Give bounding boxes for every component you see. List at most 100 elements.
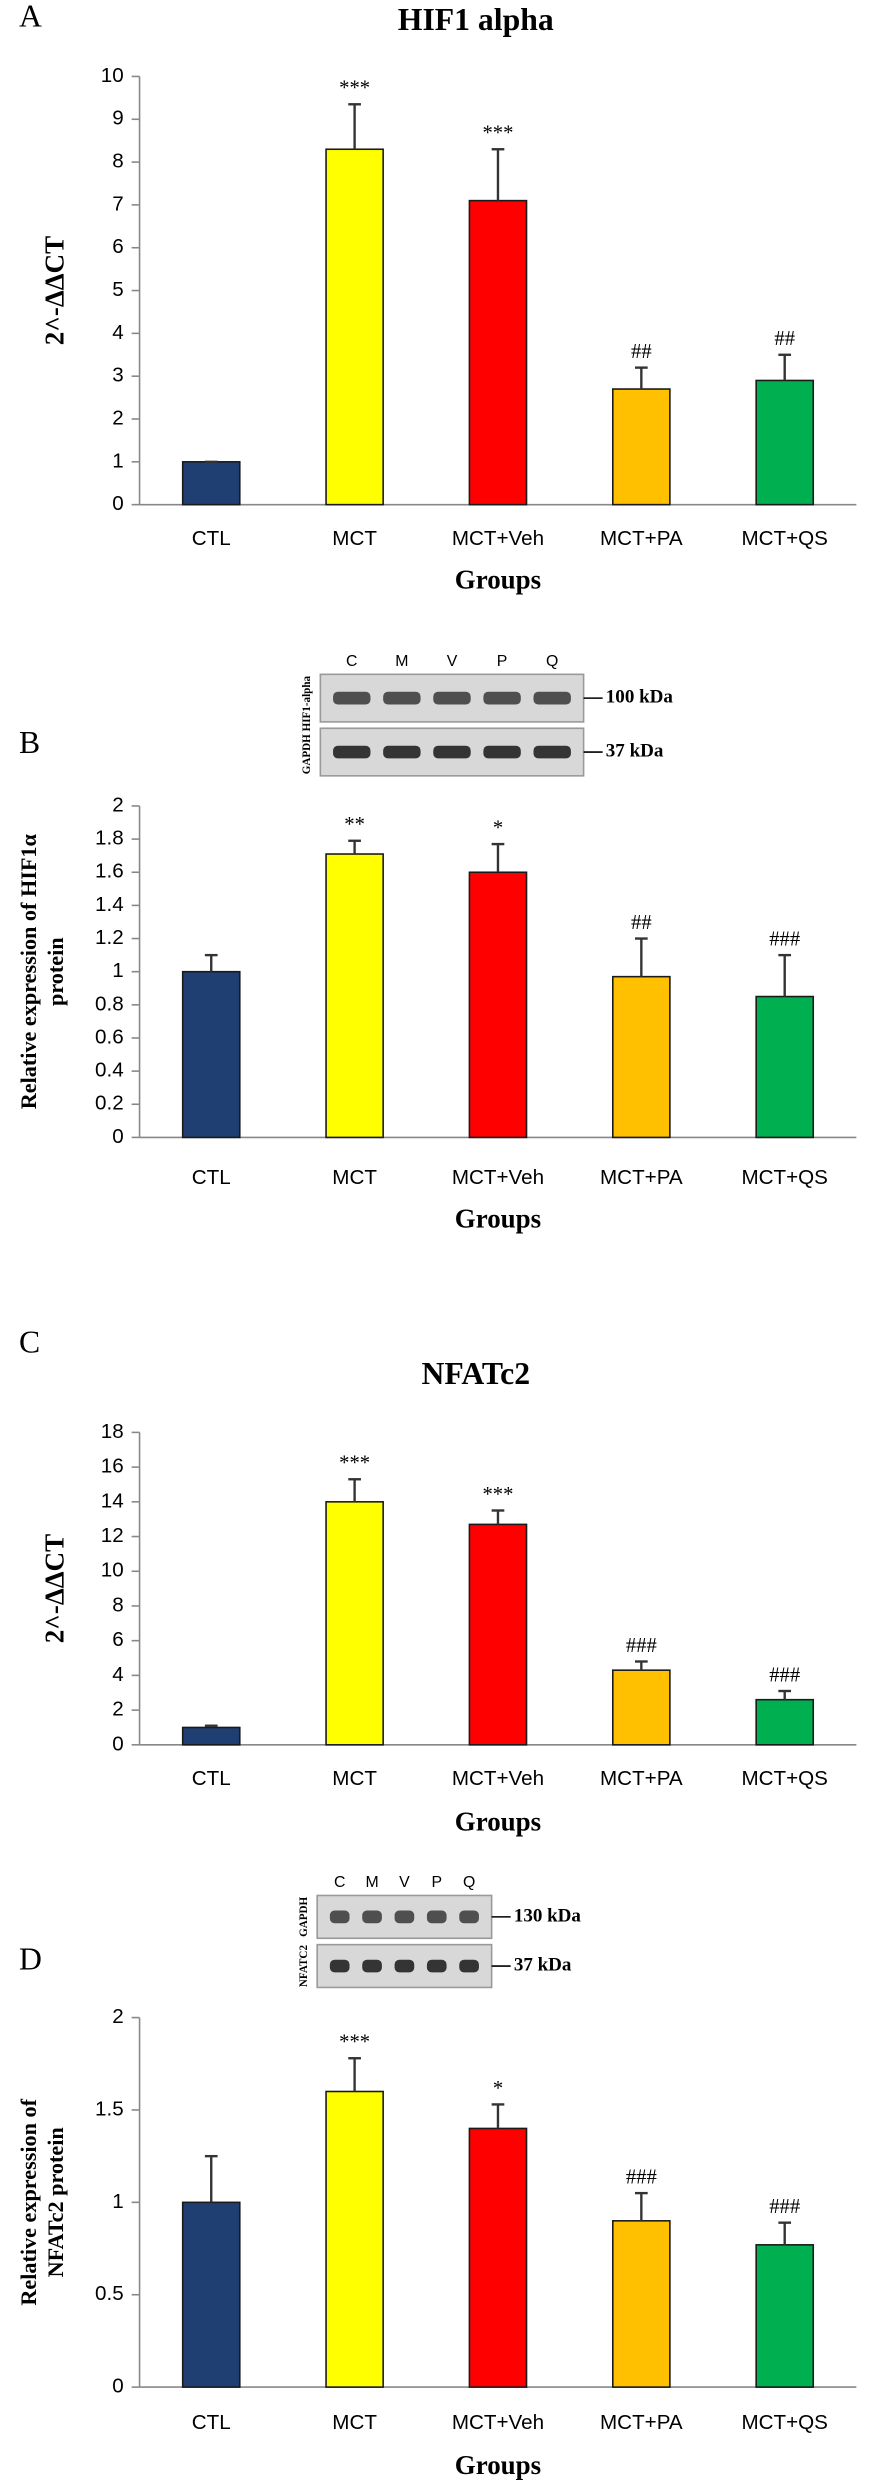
blot-band — [362, 1959, 382, 1973]
y-tick-label: 6 — [112, 235, 123, 258]
significance-label: ### — [626, 2167, 657, 2189]
chart-title: NFATc2 — [421, 1356, 530, 1391]
bar — [755, 379, 815, 506]
y-tick-label: 5 — [112, 278, 123, 301]
significance-label: * — [493, 818, 503, 840]
significance-label: *** — [339, 78, 370, 100]
blot-band — [333, 691, 371, 705]
error-bar — [491, 148, 505, 201]
y-tick-label: 0 — [112, 492, 123, 515]
bar — [755, 1698, 815, 1746]
y-tick-label: 0.2 — [95, 1092, 124, 1115]
error-bar — [634, 937, 648, 977]
y-tick-label: 4 — [112, 1663, 123, 1686]
x-tick-label: CTL — [192, 1166, 231, 1189]
y-tick-label: 1 — [112, 2190, 123, 2213]
bar — [325, 853, 384, 1139]
blot-size-label: 37 kDa — [606, 740, 664, 761]
y-tick-label: 14 — [101, 1489, 124, 1512]
error-bar — [778, 2221, 792, 2245]
blot-side-label: NFATC2 — [298, 1945, 310, 1988]
chart-title: HIF1 alpha — [398, 2, 554, 37]
blot-lane-label: M — [365, 1874, 378, 1891]
y-tick-label: 8 — [112, 1593, 123, 1616]
x-tick-label: MCT — [332, 1767, 377, 1790]
significance-label: ## — [631, 912, 652, 934]
bar — [468, 199, 528, 506]
blot-band — [483, 745, 521, 759]
error-bar — [491, 842, 505, 873]
x-tick-label: MCT+PA — [600, 527, 683, 550]
y-tick-label: 4 — [112, 321, 123, 344]
x-tick-label: MCT — [332, 1166, 377, 1189]
error-bar — [634, 366, 648, 390]
x-tick-label: MCT+QS — [741, 2411, 827, 2434]
blot-size-label: 130 kDa — [514, 1905, 582, 1926]
significance-label: ** — [344, 814, 365, 836]
blot-band — [329, 1910, 350, 1924]
y-tick-label: 10 — [101, 64, 124, 87]
bar — [468, 1523, 528, 1746]
blot-band — [459, 1910, 479, 1924]
blot-lane-label: Q — [546, 653, 558, 670]
blot-size-label: 100 kDa — [606, 686, 674, 707]
significance-label: *** — [339, 1453, 370, 1475]
error-bar — [778, 1689, 792, 1700]
bar — [611, 2220, 671, 2388]
x-axis-label: Groups — [455, 2450, 541, 2480]
blot-lane-label: C — [346, 653, 357, 670]
y-tick-label: 3 — [112, 364, 123, 387]
y-tick-label: 1.2 — [95, 926, 124, 949]
bar — [611, 975, 671, 1139]
bar — [325, 2090, 384, 2388]
significance-label: *** — [339, 2032, 370, 2054]
blot-band — [426, 1910, 447, 1924]
x-tick-label: MCT+Veh — [452, 527, 544, 550]
bar — [468, 871, 528, 1139]
error-bar — [778, 353, 792, 381]
panel-letter: B — [19, 725, 40, 760]
error-bar — [348, 103, 361, 150]
blot-band — [533, 745, 571, 759]
y-tick-label: 7 — [112, 192, 123, 215]
blot-lane-label: C — [334, 1874, 345, 1891]
bar — [181, 2201, 241, 2388]
blot-side-label: GAPDH — [298, 1896, 310, 1936]
y-tick-label: 2 — [112, 793, 123, 816]
y-axis-label: protein — [43, 937, 68, 1006]
blot-lane-label: P — [431, 1874, 442, 1891]
x-tick-label: MCT+PA — [600, 1767, 683, 1790]
x-tick-label: MCT+QS — [741, 1166, 827, 1189]
error-bar — [778, 953, 792, 997]
y-tick-label: 0 — [112, 1125, 123, 1148]
bar — [181, 1726, 241, 1746]
panel-letter: A — [19, 0, 42, 34]
error-bar — [204, 1724, 218, 1728]
y-tick-label: 6 — [112, 1628, 123, 1651]
x-tick-label: MCT — [332, 2411, 377, 2434]
y-tick-label: 8 — [112, 150, 123, 173]
y-tick-label: 2 — [112, 2005, 123, 2028]
x-axis-label: Groups — [455, 565, 541, 595]
blot-lane-label: M — [395, 653, 408, 670]
blot-side-label: GAPDH HIF1-alpha — [301, 675, 313, 774]
y-tick-label: 1.6 — [95, 860, 124, 883]
x-tick-label: CTL — [192, 527, 231, 550]
blot-band — [426, 1959, 447, 1973]
y-tick-label: 1.5 — [95, 2097, 124, 2120]
y-axis-label: 2^-ΔΔCT — [39, 236, 69, 345]
bar — [325, 148, 384, 506]
blot-band — [533, 691, 571, 705]
y-tick-label: 10 — [101, 1559, 124, 1582]
significance-label: ## — [774, 328, 795, 350]
blot-band — [383, 691, 421, 705]
bar — [181, 970, 241, 1139]
error-bar — [348, 839, 361, 855]
blot-band — [459, 1959, 479, 1973]
y-tick-label: 0 — [112, 2375, 123, 2398]
x-tick-label: MCT+Veh — [452, 1767, 544, 1790]
blot-band — [329, 1959, 350, 1973]
significance-label: ## — [631, 341, 652, 363]
